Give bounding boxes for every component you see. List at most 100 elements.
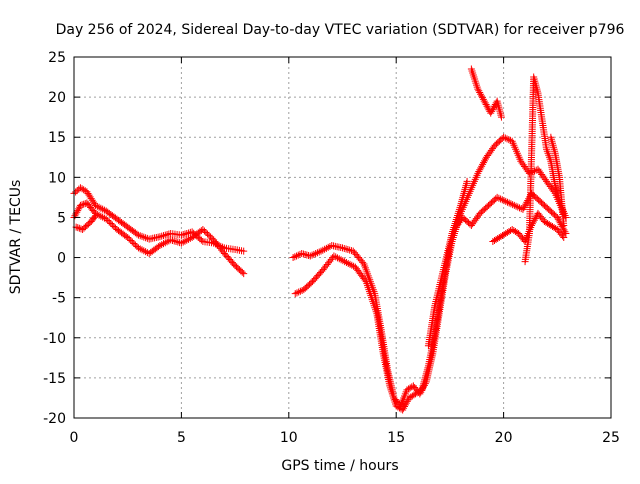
data-point [131, 241, 139, 249]
data-point [74, 224, 82, 232]
x-tick-label: 25 [602, 430, 620, 446]
data-point [481, 157, 489, 165]
data-point [480, 159, 488, 167]
data-point [133, 230, 141, 238]
data-point [477, 164, 485, 172]
data-point [306, 252, 314, 260]
data-point [308, 251, 316, 259]
data-point [202, 228, 210, 236]
data-point [312, 250, 320, 258]
data-point [199, 225, 207, 233]
data-point [322, 244, 330, 252]
data-point [127, 236, 135, 244]
data-series-2 [70, 199, 248, 278]
data-point [519, 205, 527, 213]
data-point [475, 168, 483, 176]
data-point [346, 260, 354, 268]
data-point [160, 232, 167, 240]
data-point [91, 212, 99, 220]
data-point [186, 228, 194, 236]
data-point [359, 258, 367, 266]
data-point [81, 200, 89, 208]
data-point [476, 166, 484, 174]
data-point [493, 193, 501, 201]
data-point [295, 288, 303, 296]
data-series-3 [72, 212, 99, 233]
data-point [479, 160, 487, 168]
data-point [514, 203, 522, 211]
data-point [97, 204, 105, 212]
data-point [346, 246, 354, 254]
y-tick-label: -10 [43, 331, 66, 347]
data-point [500, 133, 508, 141]
data-point [136, 232, 144, 240]
y-tick-label: 25 [48, 50, 66, 66]
data-point [310, 250, 318, 258]
data-point [293, 289, 301, 297]
data-point [558, 222, 566, 230]
data-point [553, 213, 561, 221]
data-point [177, 231, 185, 239]
data-point [481, 155, 489, 163]
data-point [478, 162, 486, 170]
data-point [313, 249, 321, 257]
data-point [142, 248, 150, 256]
data-point [197, 236, 205, 244]
data-point [510, 201, 518, 209]
y-tick-label: -15 [43, 371, 66, 387]
data-series-6 [424, 177, 471, 350]
data-point [500, 197, 508, 205]
data-point [156, 242, 164, 250]
data-point [172, 238, 180, 246]
data-point [520, 204, 528, 212]
y-tick-label: 5 [57, 210, 66, 226]
data-point [203, 230, 211, 238]
data-point [529, 168, 537, 176]
data-point [344, 246, 352, 254]
data-point [525, 169, 533, 177]
data-point [361, 276, 369, 284]
data-point [125, 235, 133, 243]
x-tick-label: 20 [495, 430, 513, 446]
data-point [561, 228, 569, 236]
data-point [240, 247, 248, 255]
data-point [78, 201, 86, 209]
data-point [140, 247, 148, 255]
data-point [167, 236, 175, 244]
data-point [503, 198, 511, 206]
data-point [93, 210, 101, 218]
data-point [161, 239, 169, 247]
data-point [136, 245, 144, 253]
x-axis-label: GPS time / hours [281, 458, 398, 474]
data-point [185, 235, 193, 243]
data-point [289, 254, 297, 262]
y-axis-label: SDTVAR / TECUs [8, 180, 24, 295]
data-point [77, 225, 85, 233]
data-point [134, 231, 142, 239]
data-point [177, 239, 185, 247]
data-point [501, 134, 509, 142]
data-point [335, 255, 343, 263]
data-point [128, 238, 136, 246]
data-point [522, 200, 530, 208]
data-point [207, 233, 215, 241]
data-point [158, 241, 166, 249]
data-point [502, 197, 510, 205]
axis-ticks: 0 5 10 15 20 25 -20 -15 -10 -5 0 5 10 15 20 25 [43, 50, 620, 446]
data-point [181, 237, 189, 245]
y-tick-label: 0 [57, 251, 66, 267]
x-tick-label: 0 [70, 430, 79, 446]
y-tick-label: -5 [52, 291, 66, 307]
data-point [340, 244, 348, 252]
data-point [521, 202, 529, 210]
data-point [134, 244, 142, 252]
data-point [337, 256, 345, 264]
data-point [509, 201, 517, 209]
chart-title: Day 256 of 2024, Sidereal Day-to-day VTE… [56, 22, 625, 38]
data-point [321, 245, 329, 253]
data-point [317, 247, 325, 255]
data-point [238, 268, 246, 276]
